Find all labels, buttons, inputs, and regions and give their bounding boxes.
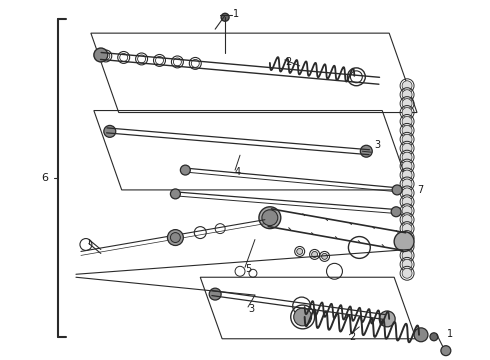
Circle shape [402,134,412,144]
Circle shape [402,215,412,225]
Circle shape [402,188,412,198]
Text: 3: 3 [374,140,380,150]
Circle shape [402,233,412,243]
Circle shape [180,165,190,175]
Circle shape [402,117,412,126]
Text: 1: 1 [233,9,239,19]
Circle shape [402,152,412,162]
Circle shape [430,333,438,341]
Circle shape [321,253,327,260]
Circle shape [171,189,180,199]
Circle shape [402,90,412,100]
Circle shape [209,288,221,300]
Circle shape [402,242,412,251]
Text: 3: 3 [248,304,254,314]
Circle shape [391,207,401,217]
Circle shape [392,185,402,195]
Circle shape [171,233,180,243]
Circle shape [221,13,229,21]
Circle shape [402,81,412,91]
Circle shape [402,197,412,207]
Circle shape [104,125,116,137]
Circle shape [402,170,412,180]
Text: 6: 6 [41,173,48,183]
Circle shape [402,99,412,109]
Circle shape [168,230,183,246]
Circle shape [402,143,412,153]
Text: 4: 4 [235,167,241,177]
Circle shape [402,251,412,260]
Circle shape [402,108,412,117]
Circle shape [379,311,395,327]
Circle shape [294,308,312,326]
Circle shape [402,125,412,135]
Text: 5: 5 [245,264,251,274]
Circle shape [402,260,412,269]
Circle shape [402,206,412,216]
Circle shape [441,346,451,356]
Circle shape [312,251,318,257]
Circle shape [402,179,412,189]
Text: 7: 7 [417,185,423,195]
Circle shape [94,48,108,62]
Circle shape [259,207,281,229]
Circle shape [394,231,414,251]
Circle shape [360,145,372,157]
Text: 2: 2 [349,332,356,342]
Circle shape [414,328,428,342]
Circle shape [297,248,303,255]
Circle shape [402,161,412,171]
Text: 1: 1 [447,329,453,339]
Circle shape [402,268,412,278]
Circle shape [402,224,412,234]
Text: 2: 2 [285,57,291,67]
Circle shape [262,210,278,226]
